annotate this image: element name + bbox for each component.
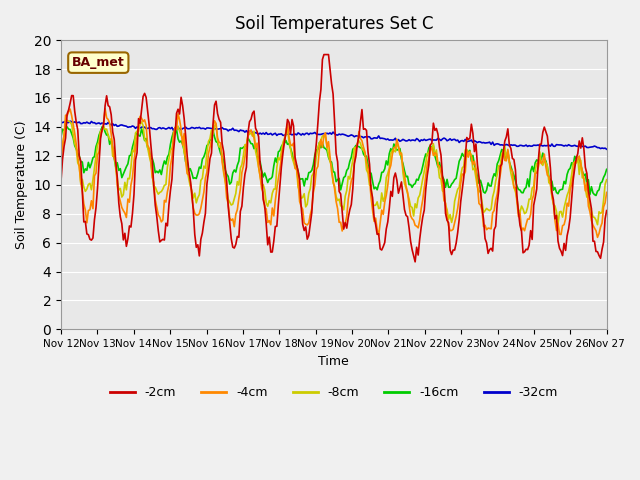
-8cm	[221, 178, 229, 184]
-16cm	[249, 141, 257, 147]
-8cm	[603, 177, 611, 182]
-2cm	[247, 116, 255, 122]
-16cm	[221, 167, 229, 173]
-32cm	[603, 146, 611, 152]
-8cm	[249, 133, 257, 139]
-16cm	[592, 192, 600, 198]
-4cm	[239, 163, 247, 169]
-4cm	[249, 131, 257, 137]
Line: -8cm: -8cm	[61, 120, 607, 225]
-16cm	[61, 124, 69, 130]
-2cm	[296, 177, 303, 182]
-8cm	[57, 141, 65, 147]
-8cm	[298, 195, 305, 201]
-8cm	[574, 155, 582, 160]
-4cm	[125, 199, 133, 205]
Line: -16cm: -16cm	[61, 127, 607, 195]
-16cm	[125, 153, 133, 158]
X-axis label: Time: Time	[319, 355, 349, 368]
-4cm	[594, 234, 602, 240]
-32cm	[221, 126, 229, 132]
Y-axis label: Soil Temperature (C): Soil Temperature (C)	[15, 120, 28, 249]
-2cm	[238, 204, 246, 209]
-4cm	[101, 106, 109, 111]
Line: -32cm: -32cm	[61, 121, 607, 149]
-8cm	[594, 222, 602, 228]
-32cm	[239, 128, 247, 133]
-32cm	[57, 120, 65, 125]
-2cm	[575, 138, 583, 144]
-2cm	[124, 236, 132, 241]
-2cm	[603, 208, 611, 214]
Line: -4cm: -4cm	[61, 108, 607, 237]
-32cm	[298, 132, 305, 138]
-32cm	[67, 118, 74, 124]
Title: Soil Temperatures Set C: Soil Temperatures Set C	[235, 15, 433, 33]
-4cm	[57, 156, 65, 162]
-16cm	[298, 176, 305, 182]
-32cm	[249, 130, 257, 136]
Text: BA_met: BA_met	[72, 56, 125, 69]
Line: -2cm: -2cm	[61, 55, 607, 262]
-2cm	[412, 259, 419, 265]
-4cm	[603, 190, 611, 195]
-8cm	[239, 153, 247, 158]
-16cm	[603, 167, 611, 172]
-4cm	[298, 204, 305, 209]
-2cm	[220, 149, 227, 155]
-16cm	[57, 134, 65, 140]
Legend: -2cm, -4cm, -8cm, -16cm, -32cm: -2cm, -4cm, -8cm, -16cm, -32cm	[104, 381, 563, 404]
-32cm	[574, 144, 582, 149]
-8cm	[125, 176, 133, 182]
-16cm	[239, 144, 247, 150]
-8cm	[63, 118, 71, 123]
-2cm	[320, 52, 328, 58]
-32cm	[125, 124, 133, 130]
-2cm	[57, 178, 65, 184]
-16cm	[574, 157, 582, 163]
-4cm	[574, 156, 582, 161]
-4cm	[221, 177, 229, 183]
